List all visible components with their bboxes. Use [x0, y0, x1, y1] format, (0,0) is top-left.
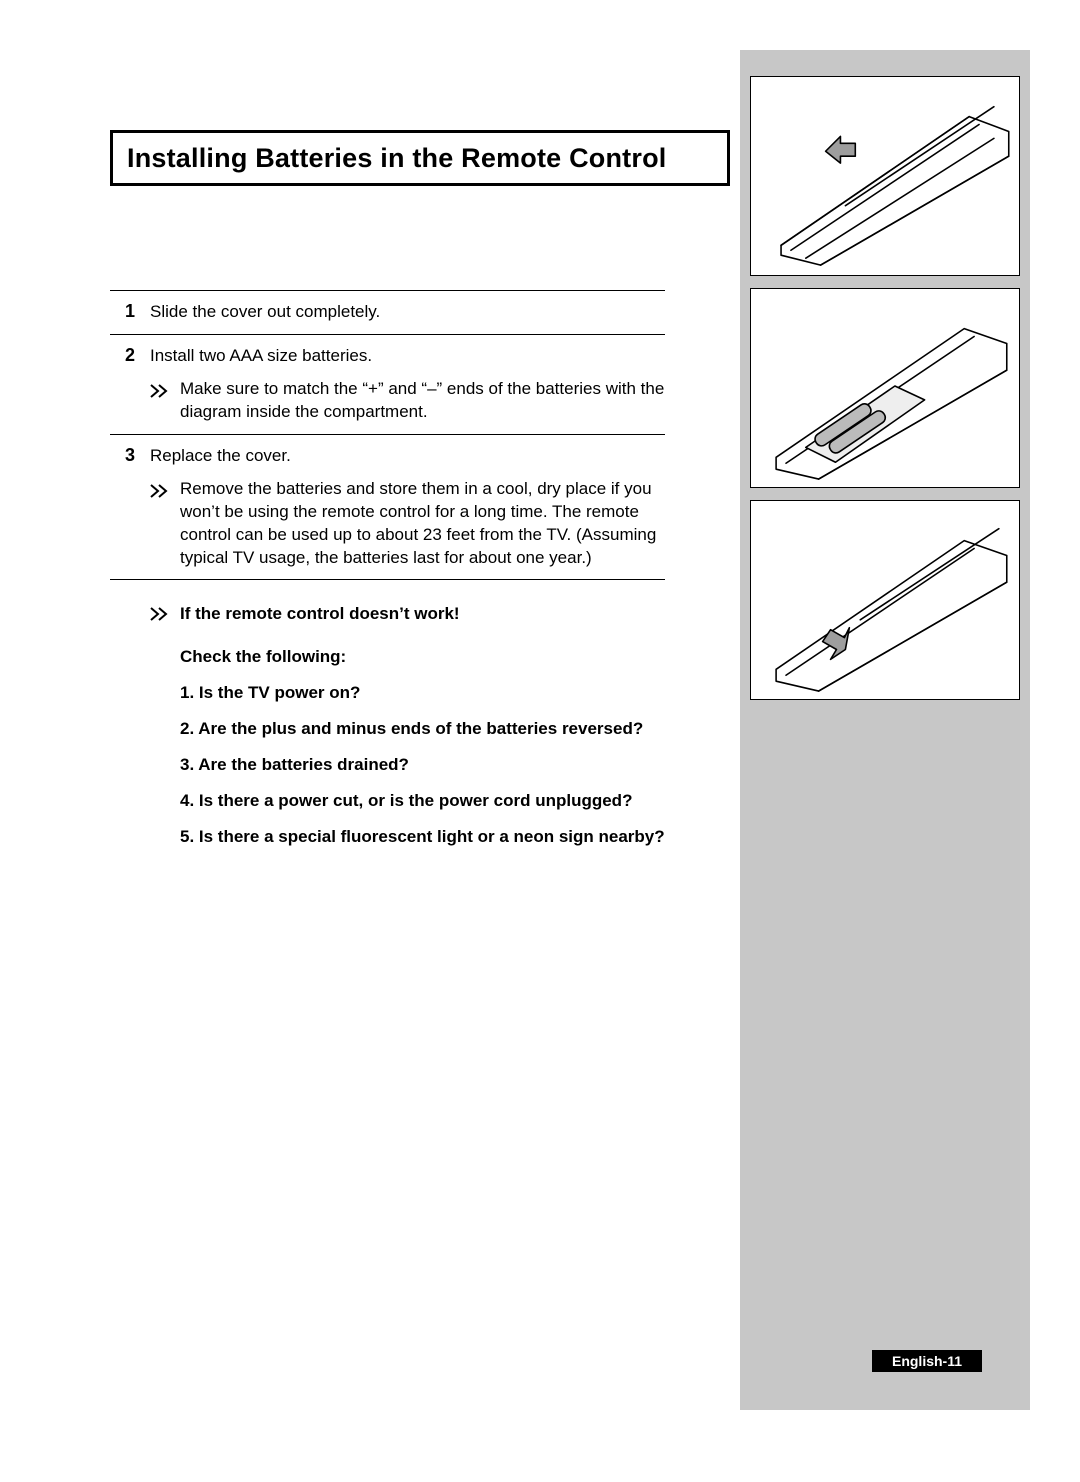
- section-rule: [110, 579, 665, 581]
- checklist-item: 1. Is the TV power on?: [180, 676, 665, 710]
- document-page: English-11 Installing Batteries in the R…: [0, 0, 1080, 1482]
- note-text: Remove the batteries and store them in a…: [180, 478, 665, 570]
- step-note: Remove the batteries and store them in a…: [150, 478, 665, 570]
- figure-remote-cover-slide: [750, 76, 1020, 276]
- figure-remote-insert-batteries: [750, 288, 1020, 488]
- troubleshoot-section: If the remote control doesn’t work! Chec…: [110, 603, 665, 854]
- checklist-item: 3. Are the batteries drained?: [180, 748, 665, 782]
- remote-diagram-3-icon: [751, 501, 1019, 699]
- step-row: 2 Install two AAA size batteries. Make s…: [110, 334, 665, 434]
- note-arrow-icon: [150, 607, 176, 626]
- step-row: 1 Slide the cover out completely.: [110, 290, 665, 334]
- note-arrow-icon: [150, 382, 176, 405]
- troubleshoot-heading: If the remote control doesn’t work!: [180, 603, 665, 626]
- step-number: 3: [110, 445, 150, 570]
- checklist-item: 5. Is there a special fluorescent light …: [180, 820, 665, 854]
- step-number: 2: [110, 345, 150, 424]
- step-row: 3 Replace the cover. Remove the batterie…: [110, 434, 665, 580]
- page-title-bar: Installing Batteries in the Remote Contr…: [110, 130, 730, 186]
- page-number-label: English-11: [872, 1350, 982, 1372]
- step-text: Replace the cover.: [150, 445, 665, 468]
- step-number: 1: [110, 301, 150, 324]
- remote-diagram-2-icon: [751, 289, 1019, 487]
- checklist-intro: Check the following:: [180, 640, 665, 674]
- step-note: Make sure to match the “+” and “–” ends …: [150, 378, 665, 424]
- figure-remote-replace-cover: [750, 500, 1020, 700]
- step-text: Slide the cover out completely.: [150, 301, 665, 324]
- note-text: Make sure to match the “+” and “–” ends …: [180, 378, 665, 424]
- page-title: Installing Batteries in the Remote Contr…: [127, 143, 666, 174]
- main-content: 1 Slide the cover out completely. 2 Inst…: [110, 290, 665, 856]
- note-arrow-icon: [150, 482, 176, 505]
- remote-diagram-1-icon: [751, 77, 1019, 275]
- checklist-item: 2. Are the plus and minus ends of the ba…: [180, 712, 665, 746]
- checklist-item: 4. Is there a power cut, or is the power…: [180, 784, 665, 818]
- step-text: Install two AAA size batteries.: [150, 345, 665, 368]
- sidebar-column: English-11: [740, 50, 1030, 1410]
- troubleshoot-checklist: Check the following: 1. Is the TV power …: [150, 640, 665, 854]
